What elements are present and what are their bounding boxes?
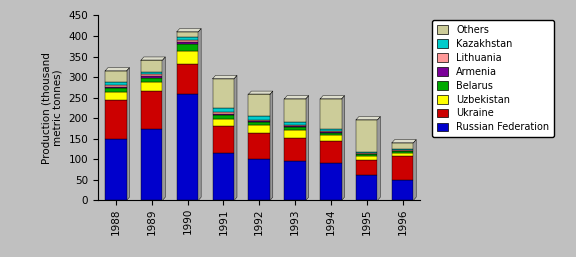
Polygon shape (392, 140, 416, 143)
Bar (213, 119, 234, 126)
Polygon shape (234, 76, 237, 200)
Bar (285, 126, 306, 127)
Bar (105, 88, 127, 92)
Bar (285, 127, 306, 130)
Bar (213, 153, 234, 200)
Polygon shape (377, 117, 380, 200)
Bar (213, 79, 234, 108)
Bar (105, 85, 127, 87)
Polygon shape (320, 96, 344, 99)
Polygon shape (342, 96, 344, 200)
Bar (356, 153, 377, 154)
Bar (320, 135, 342, 141)
Bar (177, 37, 198, 40)
Polygon shape (248, 91, 273, 94)
Bar (320, 129, 342, 131)
Bar (320, 163, 342, 200)
Bar (213, 114, 234, 115)
Polygon shape (213, 76, 237, 79)
Bar (248, 122, 270, 125)
Bar (105, 139, 127, 200)
Bar (392, 156, 414, 180)
Bar (248, 133, 270, 159)
Bar (213, 113, 234, 114)
Polygon shape (270, 91, 273, 200)
Bar (356, 156, 377, 160)
Bar (356, 152, 377, 153)
Bar (285, 122, 306, 125)
Bar (177, 44, 198, 51)
Bar (285, 125, 306, 126)
Bar (392, 151, 414, 153)
Bar (392, 143, 414, 149)
Bar (392, 150, 414, 151)
Bar (141, 91, 162, 128)
Bar (356, 175, 377, 200)
Bar (320, 133, 342, 135)
Bar (141, 76, 162, 78)
Polygon shape (105, 68, 130, 71)
Bar (392, 153, 414, 156)
Bar (141, 82, 162, 91)
Bar (248, 94, 270, 116)
Bar (177, 32, 198, 37)
Bar (285, 161, 306, 200)
Bar (248, 125, 270, 133)
Y-axis label: Production (thousand
metric tonnes): Production (thousand metric tonnes) (41, 52, 63, 164)
Bar (285, 137, 306, 161)
Bar (285, 99, 306, 122)
Bar (356, 154, 377, 156)
Bar (248, 159, 270, 200)
Bar (320, 132, 342, 133)
Polygon shape (198, 29, 201, 200)
Polygon shape (127, 68, 130, 200)
Bar (248, 116, 270, 120)
Bar (392, 149, 414, 150)
Bar (177, 42, 198, 44)
Bar (177, 51, 198, 63)
Polygon shape (356, 117, 380, 120)
Bar (105, 87, 127, 88)
Bar (320, 141, 342, 163)
Legend: Others, Kazakhstan, Lithuania, Armenia, Belarus, Uzbekistan, Ukraine, Russian Fe: Others, Kazakhstan, Lithuania, Armenia, … (432, 20, 554, 137)
Bar (285, 130, 306, 137)
Bar (213, 108, 234, 113)
Bar (392, 180, 414, 200)
Bar (320, 99, 342, 129)
Bar (213, 126, 234, 153)
Bar (356, 120, 377, 152)
Bar (141, 72, 162, 74)
Polygon shape (141, 57, 165, 60)
Bar (105, 100, 127, 139)
Bar (105, 92, 127, 100)
Bar (177, 63, 198, 94)
Bar (105, 82, 127, 85)
Bar (141, 74, 162, 76)
Bar (213, 115, 234, 119)
Bar (248, 121, 270, 122)
Bar (141, 128, 162, 200)
Polygon shape (414, 140, 416, 200)
Bar (105, 71, 127, 82)
Polygon shape (177, 29, 201, 32)
Bar (320, 131, 342, 132)
Bar (248, 120, 270, 121)
Bar (356, 160, 377, 175)
Bar (177, 40, 198, 42)
Bar (141, 60, 162, 72)
Polygon shape (306, 96, 309, 200)
Bar (177, 94, 198, 200)
Bar (141, 78, 162, 82)
Polygon shape (285, 96, 309, 99)
Polygon shape (162, 57, 165, 200)
